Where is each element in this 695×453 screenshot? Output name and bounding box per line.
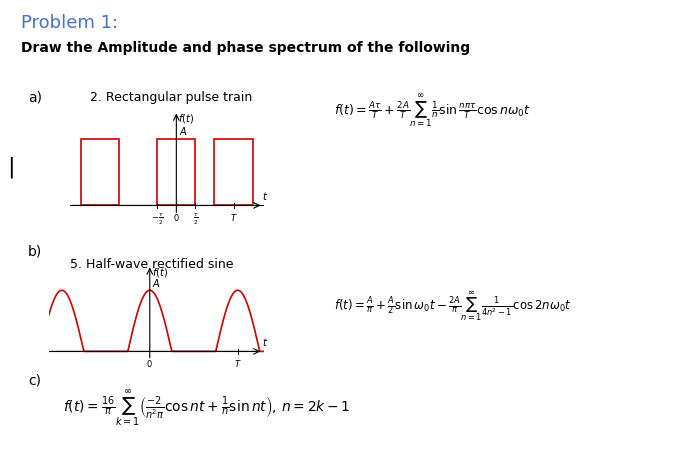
Text: c): c) [28, 374, 41, 388]
Text: b): b) [28, 245, 42, 259]
Text: |: | [7, 157, 15, 178]
Text: $f(t)$: $f(t)$ [178, 112, 194, 125]
Text: $0$: $0$ [147, 357, 153, 368]
Text: $0$: $0$ [173, 212, 180, 223]
Bar [81, 139, 119, 205]
Bar [157, 139, 195, 205]
Text: $f(t) = \frac{A}{\pi} + \frac{A}{2} \sin \omega_0 t - \frac{2A}{\pi} \sum_{n=1}^: $f(t) = \frac{A}{\pi} + \frac{A}{2} \sin… [334, 289, 571, 323]
Text: 2. Rectangular pulse train: 2. Rectangular pulse train [90, 91, 252, 104]
Text: $A$: $A$ [152, 277, 161, 289]
Text: $\frac{\tau}{2}$: $\frac{\tau}{2}$ [193, 212, 198, 227]
Text: Problem 1:: Problem 1: [21, 14, 118, 32]
Text: $f(t)$: $f(t)$ [152, 266, 168, 279]
Text: $f(t) = \frac{A\tau}{T} + \frac{2A}{T} \sum_{n=1}^{\infty}\frac{1}{n} \sin\frac{: $f(t) = \frac{A\tau}{T} + \frac{2A}{T} \… [334, 92, 530, 130]
Text: $T$: $T$ [230, 212, 238, 223]
Text: $f(t) = \frac{16}{\pi} \sum_{k=1}^{\infty} \left(\frac{-2}{n^2\pi} \cos nt + \fr: $f(t) = \frac{16}{\pi} \sum_{k=1}^{\inft… [63, 388, 350, 428]
Text: a): a) [28, 91, 42, 105]
Text: $t$: $t$ [262, 336, 268, 348]
Bar [215, 139, 253, 205]
Text: 5. Half-wave rectified sine: 5. Half-wave rectified sine [70, 258, 233, 271]
Text: Draw the Amplitude and phase spectrum of the following: Draw the Amplitude and phase spectrum of… [21, 41, 470, 55]
Text: $t$: $t$ [262, 190, 268, 202]
Text: $-\frac{\tau}{2}$: $-\frac{\tau}{2}$ [151, 212, 163, 227]
Text: $T$: $T$ [234, 357, 242, 368]
Text: $A$: $A$ [179, 125, 187, 137]
